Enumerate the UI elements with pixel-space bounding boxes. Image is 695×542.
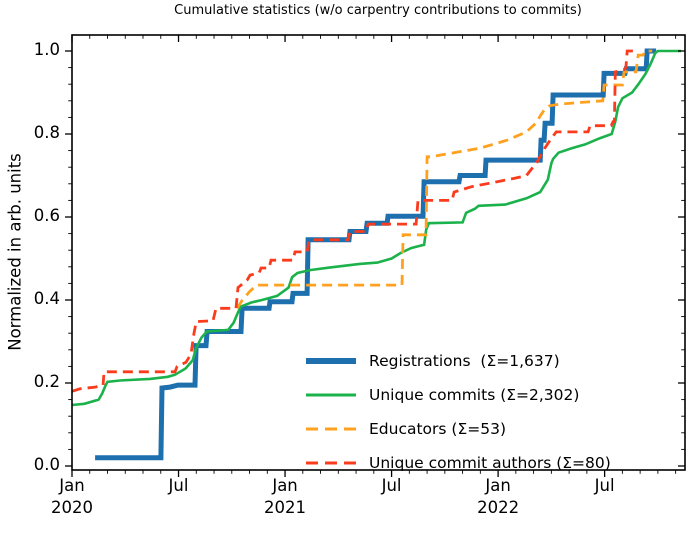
- chart-title: Cumulative statistics (w/o carpentry con…: [174, 3, 582, 18]
- y-tick-label: 0.2: [33, 372, 60, 391]
- y-tick-label: 0.6: [33, 206, 60, 225]
- x-tick-month: Jan: [272, 476, 298, 495]
- x-tick-label: Jan 2020: [51, 475, 93, 520]
- y-tick-label: 1.0: [33, 40, 60, 59]
- x-tick-month: Jan: [59, 476, 85, 495]
- axes-spines: [71, 34, 686, 471]
- x-tick-label: Jul: [382, 475, 402, 497]
- x-tick-month: Jan: [485, 476, 511, 495]
- x-tick-label: Jan 2021: [264, 475, 306, 520]
- y-tick-label: 0.8: [33, 123, 60, 142]
- x-tick-month: Jul: [168, 476, 189, 495]
- x-tick-year: 2022: [477, 498, 520, 518]
- x-tick-label: Jul: [169, 475, 189, 497]
- series-line-unique-commit-authors: [71, 49, 636, 393]
- x-tick-month: Jul: [594, 476, 615, 495]
- x-tick-year: 2020: [51, 498, 93, 518]
- series-line-educators: [235, 49, 653, 310]
- x-tick-month: Jul: [381, 476, 402, 495]
- x-tick-year: 2021: [264, 498, 307, 518]
- series-line-registrations: [95, 48, 657, 461]
- x-tick-label: Jul: [595, 475, 615, 497]
- series-line-unique-commits: [71, 49, 681, 407]
- y-tick-label: 0.0: [33, 455, 60, 474]
- y-tick-label: 0.4: [33, 289, 60, 308]
- x-tick-label: Jan 2022: [477, 475, 519, 520]
